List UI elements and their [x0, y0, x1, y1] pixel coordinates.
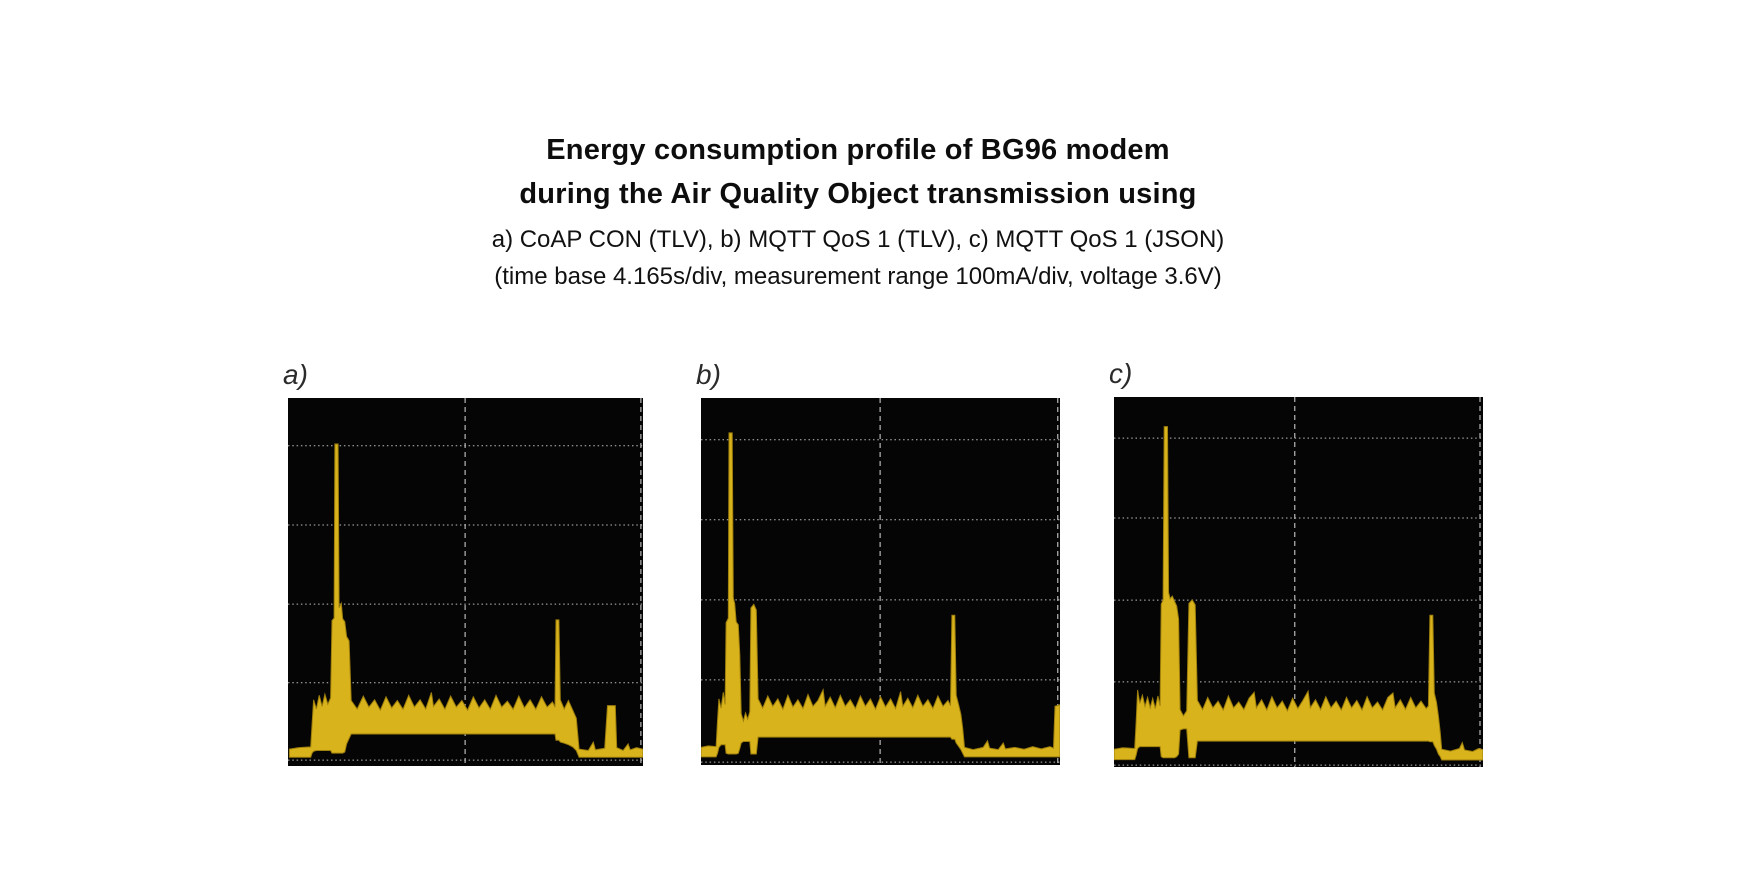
title-line-2: during the Air Quality Object transmissi… — [519, 178, 1197, 210]
oscilloscope-plot-mqtt-qos1-json — [1114, 397, 1483, 767]
figure-header: Energy consumption profile of BG96 modem… — [0, 128, 1716, 295]
panel-label-b: b) — [696, 359, 721, 390]
subtitle-line-2: (time base 4.165s/div, measurement range… — [494, 263, 1222, 290]
panel-label-c: c) — [1109, 358, 1133, 389]
oscilloscope-plot-mqtt-qos1-tlv — [701, 398, 1060, 765]
panel-mqtt-qos1-tlv: b) — [696, 359, 1060, 765]
figure-subtitle: a) CoAP CON (TLV), b) MQTT QoS 1 (TLV), … — [0, 221, 1716, 295]
panel-mqtt-qos1-json: c) — [1109, 358, 1483, 767]
panel-coap-con-tlv: a) — [283, 359, 643, 766]
current-trace — [1114, 426, 1483, 761]
current-trace — [701, 432, 1060, 758]
figure-title: Energy consumption profile of BG96 modem… — [0, 128, 1716, 216]
current-trace — [288, 443, 643, 758]
oscilloscope-plot-coap-con-tlv — [288, 398, 643, 766]
title-line-1: Energy consumption profile of BG96 modem — [546, 134, 1170, 166]
subtitle-line-1: a) CoAP CON (TLV), b) MQTT QoS 1 (TLV), … — [491, 226, 1225, 253]
panel-label-a: a) — [283, 359, 308, 390]
